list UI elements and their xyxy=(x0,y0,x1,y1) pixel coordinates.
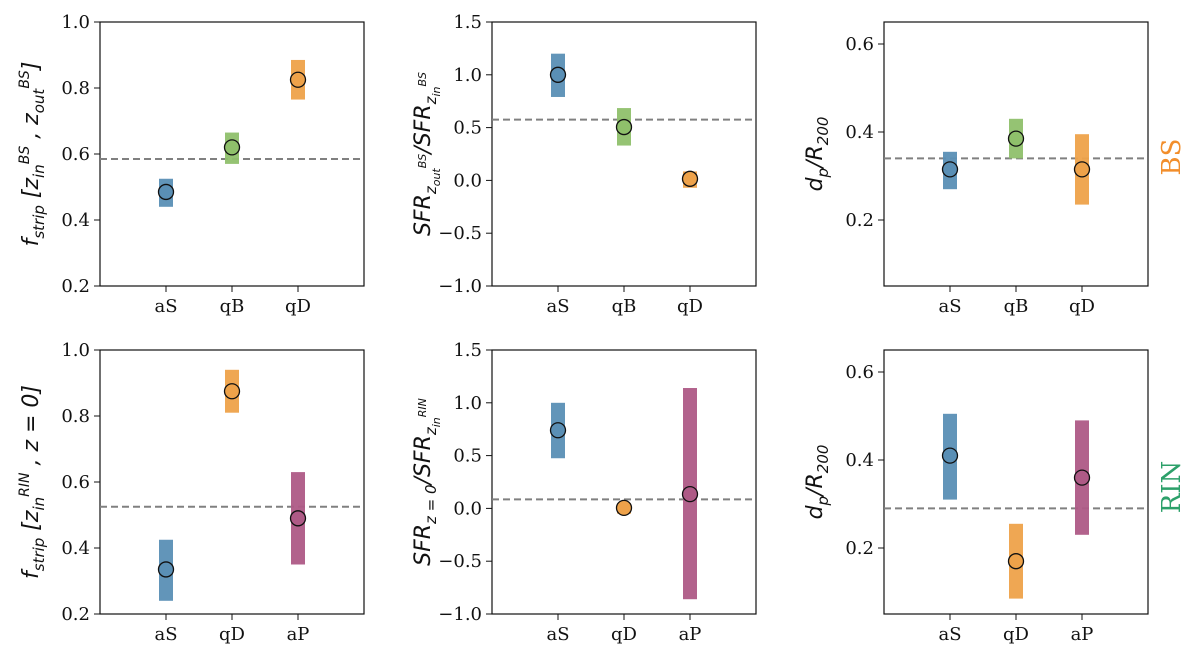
y-tick-label: 1.0 xyxy=(453,65,482,86)
x-tick-label: aP xyxy=(679,624,702,645)
x-tick-label: aS xyxy=(938,624,961,645)
y-tick-label: 1.0 xyxy=(61,340,90,361)
panel-5: −1.0 −0.5 0.0 0.5 1.0 1.5 aS qD aP SFRz = 0/SFRzi… xyxy=(411,340,757,645)
y-axis-label: SFRzoutBS/SFRzinBS xyxy=(411,72,443,236)
y-tick-label: 0.4 xyxy=(845,122,874,143)
y-axis-label: fstrip [zinBS , zoutBS] xyxy=(17,62,48,247)
point-qD xyxy=(289,71,307,88)
axes-frame xyxy=(491,21,757,287)
x-tick-label: qD xyxy=(1003,624,1029,645)
point-aS xyxy=(157,561,175,578)
y-axis-label: fstrip [zinRIN , z = 0] xyxy=(17,385,48,579)
panel-3: 0.2 0.4 0.6 aS qB qD dp/R200 xyxy=(803,21,1149,317)
point-aS xyxy=(941,447,959,464)
x-tick-label: aS xyxy=(546,296,569,317)
y-axis-label: SFRz = 0/SFRzinRIN xyxy=(411,398,443,566)
point-qB xyxy=(1007,130,1025,147)
x-tick-label: aP xyxy=(287,624,310,645)
x-tick-label: aS xyxy=(154,624,177,645)
x-tick-label: qD xyxy=(219,624,245,645)
y-tick-label: 0.2 xyxy=(845,210,874,231)
point-qD xyxy=(681,170,699,187)
point-aS xyxy=(549,422,567,439)
axes-frame xyxy=(491,349,757,615)
y-tick-label: 1.5 xyxy=(453,12,482,33)
point-aP xyxy=(289,510,307,527)
y-tick-label: 0.4 xyxy=(845,450,874,471)
y-tick-label: 1.0 xyxy=(61,12,90,33)
x-tick-label: aS xyxy=(154,296,177,317)
point-qB xyxy=(223,139,241,156)
y-tick-label: 0.6 xyxy=(61,472,90,493)
y-tick-label: 0.8 xyxy=(61,78,90,99)
x-tick-label: qD xyxy=(611,624,637,645)
point-qD xyxy=(223,383,241,400)
y-tick-label: 0.5 xyxy=(453,446,482,467)
y-tick-label: 0.0 xyxy=(453,170,482,191)
y-tick-label: 0.2 xyxy=(61,604,90,625)
y-tick-label: 1.5 xyxy=(453,340,482,361)
y-tick-label: 0.2 xyxy=(845,538,874,559)
row-label-bs: BS xyxy=(1157,139,1187,176)
y-tick-label: 0.6 xyxy=(61,144,90,165)
x-tick-label: aP xyxy=(1071,624,1094,645)
point-aP xyxy=(1073,469,1091,486)
point-qD xyxy=(1073,161,1091,178)
y-tick-label: 0.4 xyxy=(61,538,90,559)
point-qD xyxy=(1007,553,1025,570)
x-tick-label: qB xyxy=(612,296,637,317)
x-tick-label: qD xyxy=(285,296,311,317)
y-tick-label: 0.4 xyxy=(61,210,90,231)
y-axis-label: dp/R200 xyxy=(803,445,832,520)
point-qB xyxy=(615,118,633,136)
x-tick-label: aS xyxy=(938,296,961,317)
x-tick-label: aS xyxy=(546,624,569,645)
panel-4: 0.2 0.4 0.6 0.8 1.0 aS qD aP fstrip [zinRIN , z … xyxy=(17,340,365,645)
panel-1: 0.2 0.4 0.6 0.8 1.0 aS qB qD fstrip [zinBS , zou… xyxy=(17,12,365,317)
y-tick-label: 0.6 xyxy=(845,362,874,383)
y-tick-label: −1.0 xyxy=(438,276,482,297)
panel-6: 0.2 0.4 0.6 aS qD aP dp/R200 xyxy=(803,349,1149,645)
panel-2: −1.0 −0.5 0.0 0.5 1.0 1.5 aS qB qD SFRzoutBS/SFRz… xyxy=(411,12,757,317)
point-aS xyxy=(549,66,567,83)
y-tick-label: 0.8 xyxy=(61,406,90,427)
y-tick-label: −0.5 xyxy=(438,223,482,244)
point-aS xyxy=(157,183,175,201)
y-tick-label: 0.6 xyxy=(845,34,874,55)
point-aS xyxy=(941,161,959,178)
point-aP xyxy=(681,485,699,503)
x-tick-label: qB xyxy=(220,296,245,317)
x-tick-label: qD xyxy=(1069,296,1095,317)
point-qD xyxy=(615,499,633,517)
row-label-rin: RIN xyxy=(1157,461,1187,514)
y-axis-label: dp/R200 xyxy=(803,117,832,192)
y-tick-label: 0.5 xyxy=(453,118,482,139)
y-tick-label: 0.2 xyxy=(61,276,90,297)
y-tick-label: −1.0 xyxy=(438,604,482,625)
x-tick-label: qD xyxy=(677,296,703,317)
y-tick-label: −0.5 xyxy=(438,551,482,572)
y-tick-label: 1.0 xyxy=(453,393,482,414)
x-tick-label: qB xyxy=(1004,296,1029,317)
y-tick-label: 0.0 xyxy=(453,498,482,519)
